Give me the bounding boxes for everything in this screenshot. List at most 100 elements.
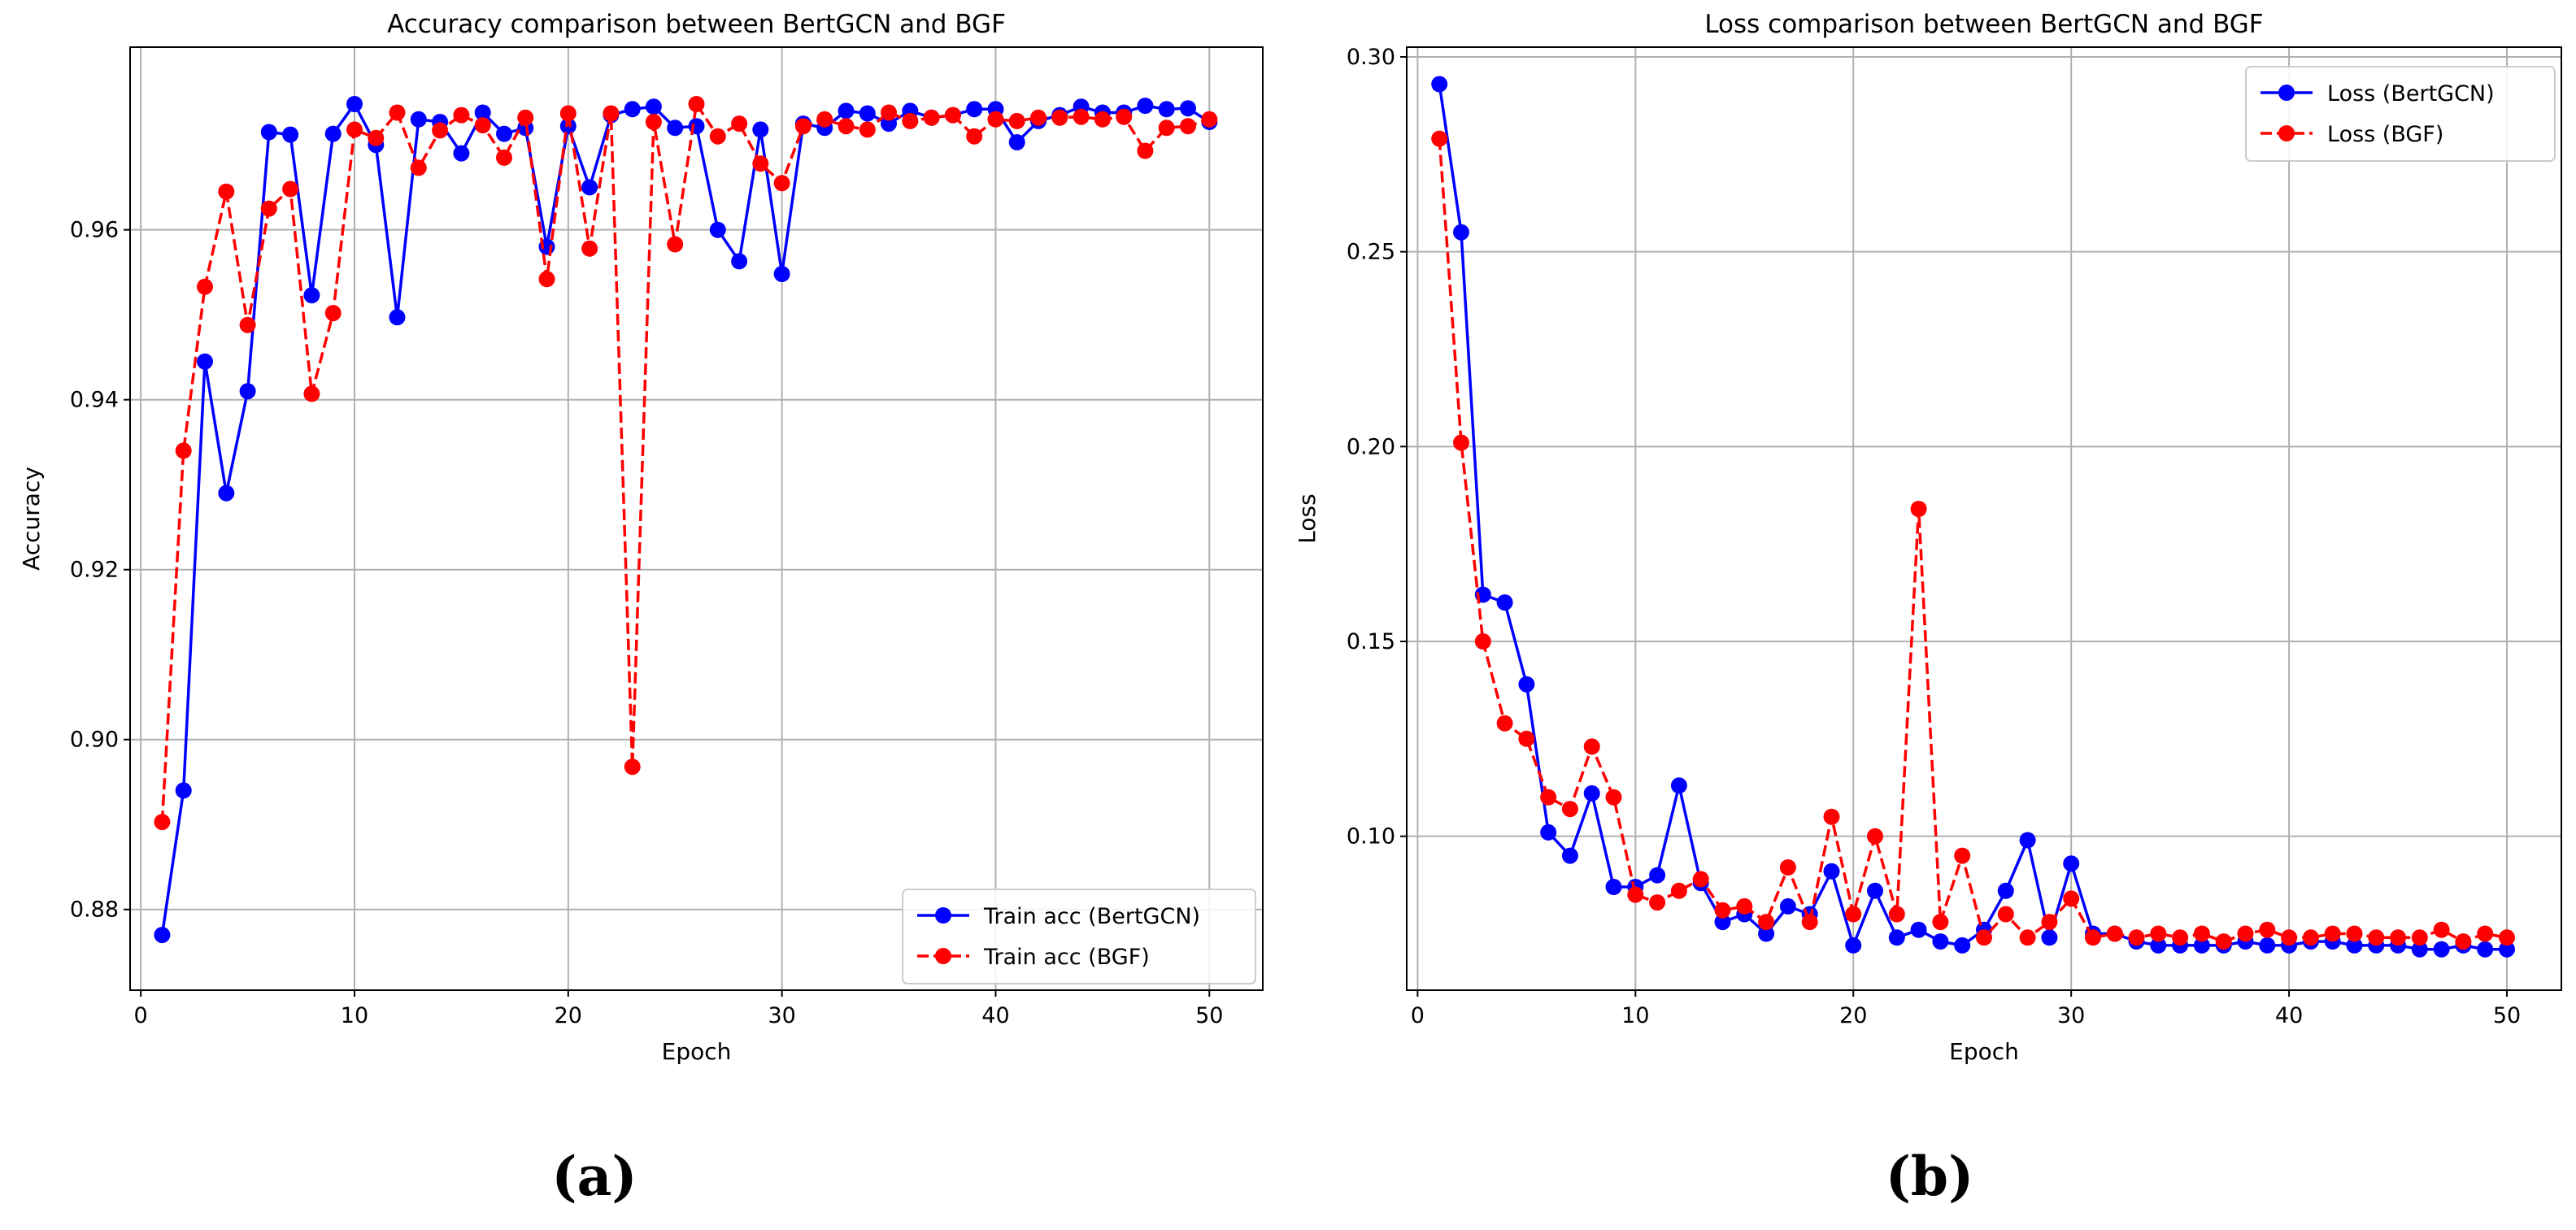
data-point (624, 101, 641, 118)
data-point (1453, 434, 1469, 451)
data-point (966, 128, 983, 145)
data-point (1954, 847, 1971, 864)
x-tick-label: 0 (1411, 1003, 1425, 1028)
data-point (1910, 921, 1927, 938)
legend-marker (2278, 125, 2295, 141)
data-point (1627, 886, 1644, 903)
data-point (1561, 801, 1578, 818)
data-point (2390, 929, 2407, 946)
data-point (2411, 941, 2428, 958)
y-tick-label: 0.96 (70, 218, 119, 243)
y-tick-label: 0.15 (1347, 629, 1395, 654)
x-tick-label: 10 (341, 1003, 368, 1028)
data-point (1867, 882, 1883, 899)
data-point (1910, 501, 1927, 517)
x-tick-label: 30 (2057, 1003, 2085, 1028)
data-point (496, 149, 512, 166)
data-point (645, 114, 662, 130)
data-point (1561, 847, 1578, 864)
data-point (559, 118, 577, 135)
data-point (1954, 937, 1971, 954)
data-point (1867, 828, 1883, 845)
panel-label: (a) (551, 1145, 637, 1208)
chart-0: 0 10 20 30 40 50 0.88 0.90 0.92 0.94 0.96 Accuracy … (18, 10, 1264, 1208)
data-point (1888, 906, 1905, 923)
data-point (1758, 914, 1775, 931)
data-point (2193, 937, 2210, 954)
data-point (1051, 109, 1068, 126)
data-point (2085, 929, 2101, 946)
y-tick-label: 0.92 (70, 558, 119, 583)
y-tick-label: 0.30 (1347, 45, 1395, 70)
legend-box (2245, 66, 2556, 162)
x-tick-label: 40 (981, 1003, 1009, 1028)
data-point (1932, 914, 1949, 931)
data-point (2433, 941, 2450, 958)
legend-box (902, 889, 1256, 984)
x-tick-label: 10 (1621, 1003, 1649, 1028)
legend-entry-label: Train acc (BGF) (983, 945, 1150, 970)
data-point (303, 385, 320, 402)
data-point (838, 118, 855, 135)
data-point (1158, 120, 1175, 137)
data-point (2433, 921, 2450, 938)
legend-marker (2278, 85, 2295, 101)
data-point (2455, 933, 2472, 950)
data-point (1997, 882, 2014, 899)
data-point (324, 305, 342, 322)
data-point (260, 124, 277, 141)
data-point (709, 128, 726, 145)
x-tick-label: 50 (2493, 1003, 2521, 1028)
data-point (1605, 789, 1622, 806)
data-point (1431, 130, 1448, 147)
data-point (1649, 867, 1666, 884)
data-point (538, 271, 555, 288)
data-point (303, 287, 320, 304)
data-point (2411, 929, 2428, 946)
data-point (282, 180, 299, 198)
data-point (2063, 890, 2080, 907)
data-point (1008, 112, 1025, 129)
data-point (2150, 937, 2167, 954)
legend-entry-label: Loss (BGF) (2327, 122, 2443, 147)
data-point (1540, 824, 1557, 841)
data-point (1180, 100, 1196, 117)
legend: Loss (BertGCN) Loss (BGF) (2245, 66, 2556, 162)
data-point (1073, 108, 1090, 125)
data-point (1201, 111, 1218, 128)
chart-title: Accuracy comparison between BertGCN and … (387, 10, 1006, 39)
data-point (2346, 937, 2363, 954)
data-point (1779, 898, 1796, 915)
data-point (1801, 914, 1818, 931)
data-point (2477, 925, 2494, 942)
legend-marker (935, 948, 951, 964)
data-point (1453, 224, 1469, 241)
data-point (474, 104, 491, 121)
x-tick-label: 0 (134, 1003, 148, 1028)
series-bgf (1431, 130, 2515, 950)
data-point (667, 236, 684, 253)
data-point (2346, 925, 2363, 942)
data-point (1845, 937, 1862, 954)
data-point (688, 118, 705, 135)
series-line (160, 102, 1210, 823)
data-point (218, 485, 235, 502)
data-point (2499, 941, 2515, 958)
data-point (773, 175, 790, 192)
data-point (2041, 914, 2058, 931)
data-point (239, 316, 256, 333)
data-point (1116, 108, 1133, 125)
data-point (1649, 894, 1666, 911)
data-point (2499, 929, 2515, 946)
x-tick-label: 40 (2275, 1003, 2303, 1028)
data-point (154, 927, 171, 944)
data-point (2150, 925, 2167, 942)
legend-entry-label: Train acc (BertGCN) (983, 904, 1200, 929)
data-point (2477, 941, 2494, 958)
data-point (581, 179, 598, 196)
plot-frame (129, 46, 1264, 991)
data-point (581, 240, 598, 257)
data-point (859, 105, 876, 122)
data-point (324, 125, 342, 142)
data-point (1997, 906, 2014, 923)
